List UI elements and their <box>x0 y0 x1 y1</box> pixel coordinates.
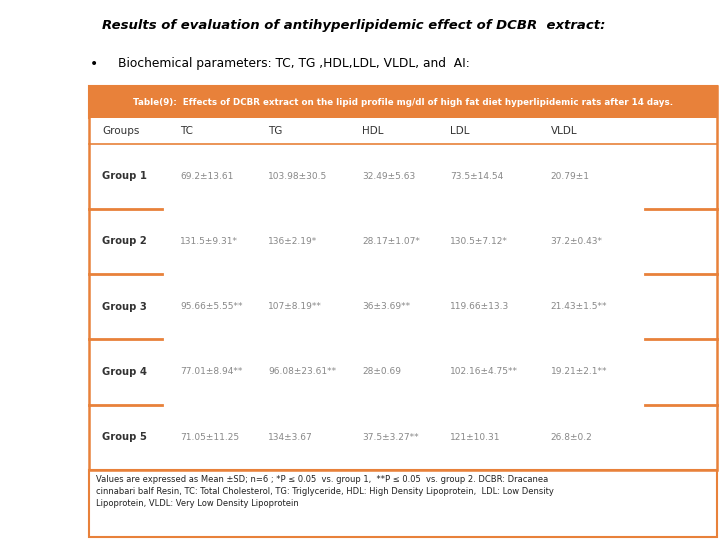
Text: Results of evaluation of antihyperlipidemic effect of DCBR  extract:: Results of evaluation of antihyperlipide… <box>102 19 606 32</box>
Text: 73.5±14.54: 73.5±14.54 <box>450 172 503 181</box>
Text: 36±3.69**: 36±3.69** <box>362 302 410 311</box>
Text: Table(9):  Effects of DCBR extract on the lipid profile mg/dl of high fat diet h: Table(9): Effects of DCBR extract on the… <box>133 98 673 106</box>
Text: 19.21±2.1**: 19.21±2.1** <box>551 367 607 376</box>
Text: 28±0.69: 28±0.69 <box>362 367 401 376</box>
FancyBboxPatch shape <box>89 118 717 144</box>
Ellipse shape <box>5 200 78 319</box>
FancyBboxPatch shape <box>89 86 717 118</box>
FancyBboxPatch shape <box>89 144 717 209</box>
Text: TC: TC <box>181 126 194 136</box>
Ellipse shape <box>5 373 78 491</box>
Text: 20.79±1: 20.79±1 <box>551 172 590 181</box>
Text: 37.5±3.27**: 37.5±3.27** <box>362 433 419 442</box>
Text: 71.05±11.25: 71.05±11.25 <box>181 433 240 442</box>
Text: Groups: Groups <box>102 126 139 136</box>
Text: Biochemical parameters: TC, TG ,HDL,LDL, VLDL, and  AI:: Biochemical parameters: TC, TG ,HDL,LDL,… <box>118 57 470 70</box>
Text: 95.66±5.55**: 95.66±5.55** <box>181 302 243 311</box>
Text: 134±3.67: 134±3.67 <box>269 433 313 442</box>
FancyBboxPatch shape <box>89 404 717 470</box>
Text: Group 5: Group 5 <box>102 432 147 442</box>
Text: 136±2.19*: 136±2.19* <box>269 237 318 246</box>
Text: 121±10.31: 121±10.31 <box>450 433 500 442</box>
Text: 103.98±30.5: 103.98±30.5 <box>269 172 328 181</box>
Text: LDL: LDL <box>450 126 469 136</box>
Text: HDL: HDL <box>362 126 384 136</box>
Text: 21.43±1.5**: 21.43±1.5** <box>551 302 607 311</box>
Text: VLDL: VLDL <box>551 126 577 136</box>
Text: Group 2: Group 2 <box>102 237 147 246</box>
Text: TG: TG <box>269 126 282 136</box>
Text: Group 3: Group 3 <box>102 302 147 312</box>
Text: 69.2±13.61: 69.2±13.61 <box>181 172 234 181</box>
Text: 131.5±9.31*: 131.5±9.31* <box>181 237 238 246</box>
Text: 107±8.19**: 107±8.19** <box>269 302 322 311</box>
Text: Values are expressed as Mean ±SD; n=6 ; *P ≤ 0.05  vs. group 1,  **P ≤ 0.05  vs.: Values are expressed as Mean ±SD; n=6 ; … <box>96 475 554 508</box>
Text: Group 4: Group 4 <box>102 367 147 377</box>
Ellipse shape <box>5 38 78 157</box>
Text: 28.17±1.07*: 28.17±1.07* <box>362 237 420 246</box>
Text: 37.2±0.43*: 37.2±0.43* <box>551 237 603 246</box>
Text: 102.16±4.75**: 102.16±4.75** <box>450 367 518 376</box>
Text: •: • <box>89 57 98 71</box>
FancyBboxPatch shape <box>89 209 717 274</box>
Text: 96.08±23.61**: 96.08±23.61** <box>269 367 336 376</box>
Text: 26.8±0.2: 26.8±0.2 <box>551 433 593 442</box>
Text: 130.5±7.12*: 130.5±7.12* <box>450 237 508 246</box>
Text: 77.01±8.94**: 77.01±8.94** <box>181 367 243 376</box>
Text: 119.66±13.3: 119.66±13.3 <box>450 302 510 311</box>
FancyBboxPatch shape <box>89 339 717 404</box>
FancyBboxPatch shape <box>89 274 717 339</box>
FancyBboxPatch shape <box>89 470 717 537</box>
Text: 32.49±5.63: 32.49±5.63 <box>362 172 415 181</box>
Text: Group 1: Group 1 <box>102 171 147 181</box>
